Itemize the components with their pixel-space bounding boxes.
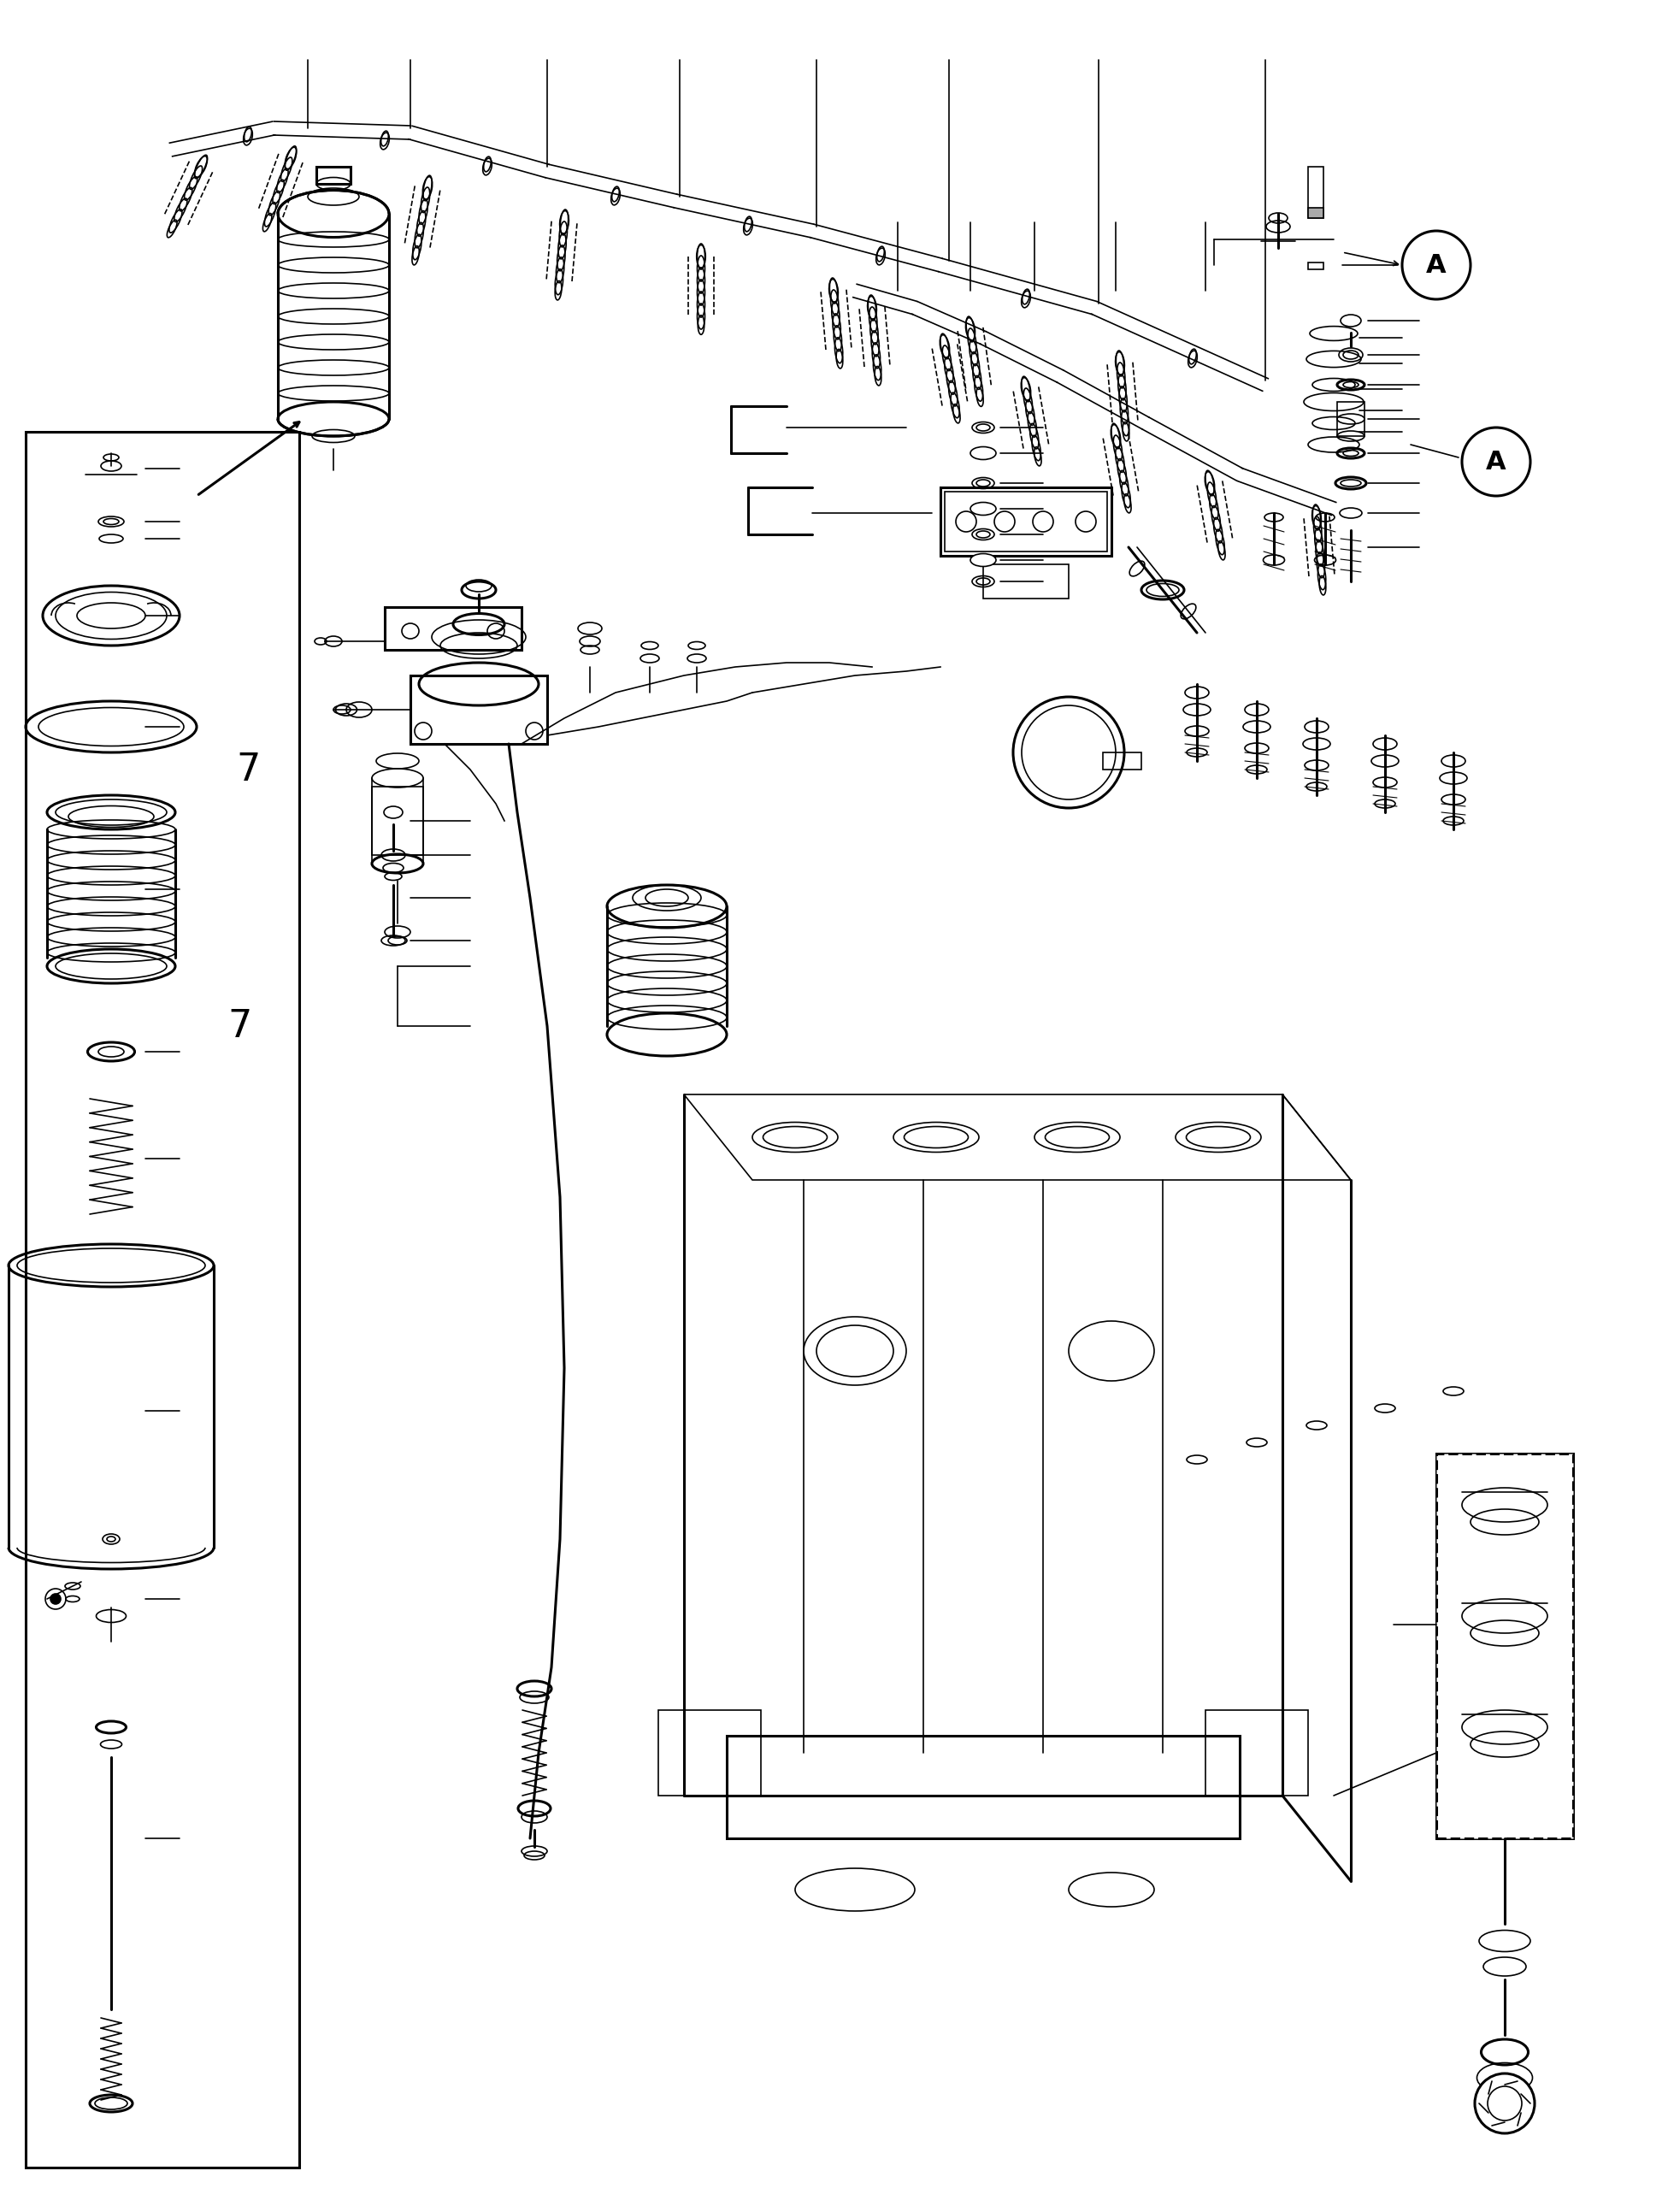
Circle shape (1022, 706, 1116, 799)
Ellipse shape (971, 553, 996, 566)
Circle shape (1461, 427, 1530, 495)
Bar (410, 675, 547, 743)
Circle shape (50, 1595, 60, 1604)
Bar (25, 431, 299, 2168)
Bar (1206, 1710, 1308, 1796)
Text: A: A (1486, 449, 1506, 473)
Ellipse shape (971, 502, 996, 515)
Circle shape (1012, 697, 1124, 807)
Ellipse shape (98, 535, 123, 542)
Ellipse shape (971, 447, 996, 460)
Bar (659, 1710, 761, 1796)
Bar (944, 491, 1108, 551)
Bar (1308, 166, 1323, 219)
Bar (727, 1736, 1239, 1838)
Circle shape (1403, 230, 1471, 299)
Bar (1103, 752, 1141, 770)
Bar (385, 606, 522, 650)
Circle shape (1475, 2073, 1535, 2132)
Bar (317, 166, 350, 184)
Bar (1308, 263, 1323, 270)
Bar (1338, 403, 1364, 436)
Text: 7: 7 (227, 1009, 252, 1044)
Bar (372, 787, 424, 856)
Bar (1308, 208, 1323, 219)
Bar (1436, 1453, 1573, 1838)
Text: 7: 7 (235, 752, 260, 787)
Bar (941, 487, 1111, 555)
Bar (982, 564, 1069, 599)
Text: A: A (1426, 252, 1446, 276)
Bar (1436, 1453, 1573, 1838)
